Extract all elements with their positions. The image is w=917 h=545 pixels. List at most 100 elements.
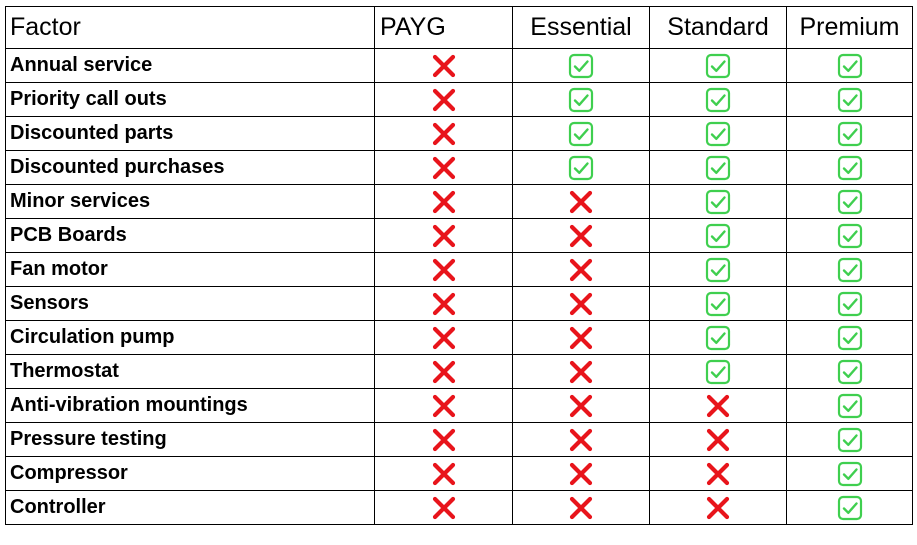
green-check-box-icon — [568, 121, 594, 147]
table-row: Thermostat — [5, 354, 913, 389]
cell-premium — [786, 48, 913, 83]
cell-premium — [786, 354, 913, 389]
cell-essential — [512, 354, 650, 389]
cell-payg — [374, 422, 513, 457]
green-check-box-icon — [705, 257, 731, 283]
green-check-box-icon — [837, 325, 863, 351]
factor-label: Discounted parts — [5, 116, 375, 151]
factor-label: Compressor — [5, 456, 375, 491]
table-row: Priority call outs — [5, 82, 913, 117]
green-check-box-icon — [705, 53, 731, 79]
factor-label: Annual service — [5, 48, 375, 83]
cell-essential — [512, 320, 650, 355]
cell-standard — [649, 490, 787, 525]
green-check-box-icon — [837, 461, 863, 487]
cell-standard — [649, 184, 787, 219]
table-row: Discounted parts — [5, 116, 913, 151]
red-cross-icon — [431, 53, 457, 79]
cell-payg — [374, 320, 513, 355]
table-row: Minor services — [5, 184, 913, 219]
cell-premium — [786, 422, 913, 457]
cell-standard — [649, 456, 787, 491]
factor-label: Thermostat — [5, 354, 375, 389]
cell-essential — [512, 82, 650, 117]
red-cross-icon — [431, 427, 457, 453]
red-cross-icon — [705, 461, 731, 487]
green-check-box-icon — [837, 495, 863, 521]
cell-standard — [649, 320, 787, 355]
factor-label: PCB Boards — [5, 218, 375, 253]
cell-essential — [512, 252, 650, 287]
green-check-box-icon — [705, 155, 731, 181]
cell-payg — [374, 116, 513, 151]
cell-premium — [786, 320, 913, 355]
table-row: Pressure testing — [5, 422, 913, 457]
green-check-box-icon — [837, 121, 863, 147]
factor-label: Discounted purchases — [5, 150, 375, 185]
green-check-box-icon — [837, 189, 863, 215]
red-cross-icon — [431, 325, 457, 351]
cell-payg — [374, 48, 513, 83]
cell-standard — [649, 116, 787, 151]
green-check-box-icon — [705, 291, 731, 317]
cell-essential — [512, 422, 650, 457]
cell-premium — [786, 388, 913, 423]
cell-essential — [512, 388, 650, 423]
green-check-box-icon — [568, 87, 594, 113]
green-check-box-icon — [837, 53, 863, 79]
cell-essential — [512, 116, 650, 151]
cell-premium — [786, 490, 913, 525]
cell-standard — [649, 422, 787, 457]
green-check-box-icon — [705, 359, 731, 385]
red-cross-icon — [568, 257, 594, 283]
red-cross-icon — [431, 121, 457, 147]
cell-premium — [786, 82, 913, 117]
cell-premium — [786, 218, 913, 253]
cell-premium — [786, 286, 913, 321]
green-check-box-icon — [705, 121, 731, 147]
red-cross-icon — [568, 461, 594, 487]
red-cross-icon — [568, 495, 594, 521]
cell-essential — [512, 490, 650, 525]
factor-label: Minor services — [5, 184, 375, 219]
table-row: PCB Boards — [5, 218, 913, 253]
header-row: Factor PAYG Essential Standard Premium — [5, 6, 913, 49]
cell-payg — [374, 388, 513, 423]
red-cross-icon — [705, 427, 731, 453]
header-premium: Premium — [786, 6, 913, 49]
red-cross-icon — [568, 291, 594, 317]
cell-standard — [649, 354, 787, 389]
table-row: Anti-vibration mountings — [5, 388, 913, 423]
cell-standard — [649, 218, 787, 253]
red-cross-icon — [568, 223, 594, 249]
table-row: Fan motor — [5, 252, 913, 287]
table-row: Compressor — [5, 456, 913, 491]
cell-standard — [649, 48, 787, 83]
green-check-box-icon — [568, 155, 594, 181]
table-row: Annual service — [5, 48, 913, 83]
cell-payg — [374, 82, 513, 117]
green-check-box-icon — [837, 359, 863, 385]
cell-standard — [649, 388, 787, 423]
cell-premium — [786, 116, 913, 151]
factor-label: Priority call outs — [5, 82, 375, 117]
red-cross-icon — [431, 495, 457, 521]
cell-premium — [786, 252, 913, 287]
cell-essential — [512, 456, 650, 491]
green-check-box-icon — [705, 223, 731, 249]
table-row: Discounted purchases — [5, 150, 913, 185]
cell-premium — [786, 184, 913, 219]
factor-label: Sensors — [5, 286, 375, 321]
comparison-table-container: Factor PAYG Essential Standard Premium A… — [5, 6, 913, 541]
red-cross-icon — [431, 87, 457, 113]
red-cross-icon — [431, 291, 457, 317]
red-cross-icon — [705, 393, 731, 419]
green-check-box-icon — [837, 427, 863, 453]
factor-label: Pressure testing — [5, 422, 375, 457]
green-check-box-icon — [837, 257, 863, 283]
green-check-box-icon — [837, 291, 863, 317]
table-row: Circulation pump — [5, 320, 913, 355]
cell-payg — [374, 286, 513, 321]
green-check-box-icon — [837, 155, 863, 181]
green-check-box-icon — [837, 87, 863, 113]
